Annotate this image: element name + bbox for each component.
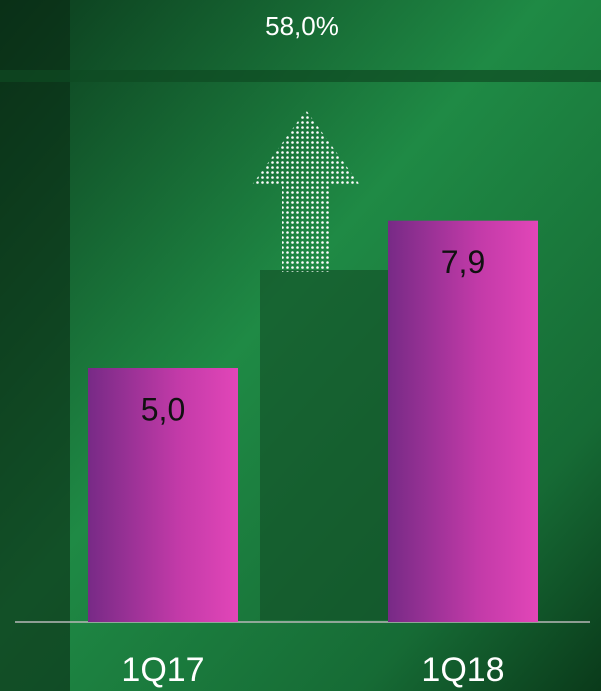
- shadow: [0, 0, 70, 691]
- crane-beam: [0, 70, 601, 82]
- growth-annotation: 58,0%: [265, 11, 339, 41]
- x-tick-label: 1Q17: [121, 651, 204, 689]
- x-tick-label: 1Q18: [421, 651, 504, 689]
- up-arrow: [252, 110, 360, 272]
- ship-hull: [260, 270, 390, 620]
- bar: [88, 368, 238, 622]
- value-label: 5,0: [141, 391, 185, 427]
- bar: [388, 220, 538, 622]
- value-label: 7,9: [441, 244, 485, 280]
